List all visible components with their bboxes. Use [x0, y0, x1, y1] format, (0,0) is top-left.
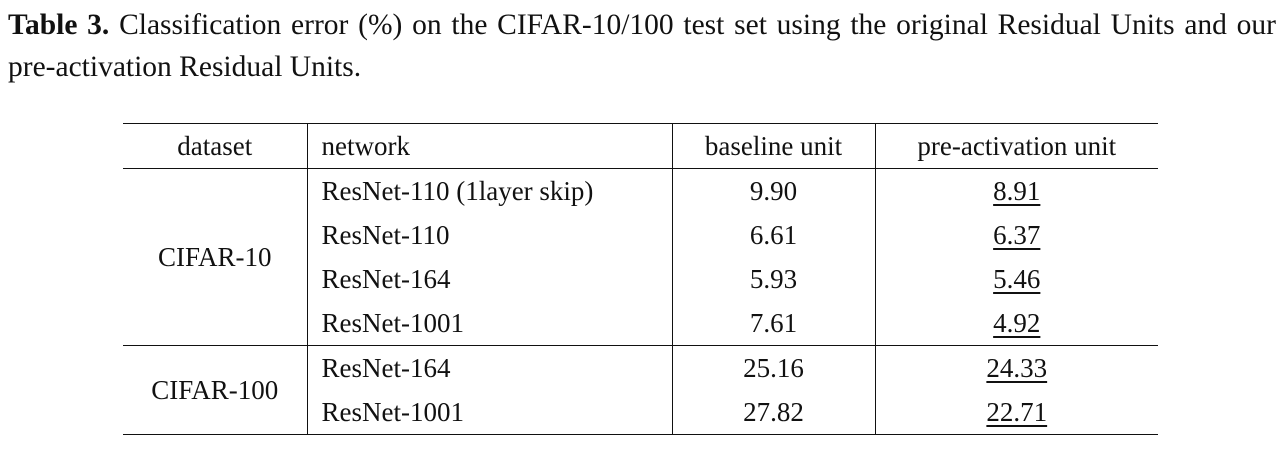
results-table: dataset network baseline unit pre-activatio…: [123, 123, 1158, 435]
baseline-cell: 7.61: [672, 301, 876, 346]
network-cell: ResNet-1001: [307, 390, 673, 435]
baseline-cell: 27.82: [672, 390, 876, 435]
header-cell: pre-activation unit: [875, 123, 1158, 169]
caption-text: Classification error (%) on the CIFAR-10…: [8, 9, 1277, 83]
preact-cell: 24.33: [875, 345, 1158, 390]
header-cell: baseline unit: [672, 123, 876, 169]
data-row: ResNet-1001 27.82 22.71: [123, 390, 1158, 435]
preact-value: 6.37: [993, 219, 1041, 250]
data-row: ResNet-164 5.93 5.46: [123, 257, 1158, 301]
network-cell: ResNet-110 (1layer skip): [307, 168, 673, 213]
preact-cell: 5.46: [875, 257, 1158, 301]
preact-value: 22.71: [986, 396, 1048, 427]
table-body: dataset network baseline unit pre-activatio…: [123, 123, 1158, 435]
dataset-cell: CIFAR-100: [123, 345, 308, 435]
baseline-cell: 5.93: [672, 257, 876, 301]
preact-value: 5.46: [993, 263, 1041, 294]
data-row: ResNet-1001 7.61 4.92: [123, 301, 1158, 346]
header-cell: network: [307, 123, 673, 169]
header-row: dataset network baseline unit pre-activatio…: [123, 123, 1158, 169]
baseline-cell: 25.16: [672, 345, 876, 390]
dataset-cell: CIFAR-10: [123, 168, 308, 346]
network-cell: ResNet-164: [307, 345, 673, 390]
network-cell: ResNet-110: [307, 213, 673, 257]
preact-cell: 8.91: [875, 169, 1158, 214]
network-cell: ResNet-164: [307, 257, 673, 301]
preact-value: 24.33: [986, 352, 1048, 383]
baseline-cell: 9.90: [672, 168, 876, 213]
preact-value: 8.91: [993, 175, 1041, 206]
baseline-cell: 6.61: [672, 213, 876, 257]
preact-cell: 4.92: [875, 301, 1158, 346]
data-row: CIFAR-100 ResNet-164 25.16 24.33: [123, 345, 1158, 435]
header-cell: dataset: [123, 123, 308, 169]
preact-cell: 22.71: [875, 390, 1158, 435]
network-cell: ResNet-1001: [307, 301, 673, 346]
data-row: CIFAR-10 ResNet-110 (1layer skip) 9.90 8.91: [123, 168, 1158, 346]
data-row: ResNet-110 6.61 6.37: [123, 213, 1158, 257]
preact-value: 4.92: [993, 307, 1041, 338]
preact-cell: 6.37: [875, 213, 1158, 257]
table-caption: Table 3. Classification error (%) on the…: [8, 4, 1276, 88]
caption-label: Table 3.: [8, 9, 110, 41]
